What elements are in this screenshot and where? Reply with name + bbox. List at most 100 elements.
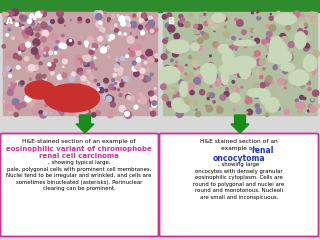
- Circle shape: [41, 47, 43, 49]
- Circle shape: [139, 60, 140, 61]
- Circle shape: [236, 89, 240, 92]
- Circle shape: [189, 83, 194, 88]
- Circle shape: [89, 83, 91, 84]
- Circle shape: [194, 101, 197, 104]
- Circle shape: [244, 58, 248, 63]
- Circle shape: [90, 75, 93, 79]
- Circle shape: [115, 34, 116, 35]
- Circle shape: [266, 55, 269, 58]
- Circle shape: [217, 107, 223, 113]
- Circle shape: [222, 44, 226, 48]
- Circle shape: [210, 86, 212, 88]
- Circle shape: [41, 37, 46, 42]
- Circle shape: [256, 59, 262, 65]
- Circle shape: [197, 71, 202, 76]
- Circle shape: [295, 40, 299, 44]
- Circle shape: [118, 72, 122, 75]
- Circle shape: [303, 32, 306, 35]
- Circle shape: [44, 52, 48, 57]
- Circle shape: [133, 14, 136, 17]
- Circle shape: [23, 13, 24, 14]
- Text: oncocytoma: oncocytoma: [213, 154, 265, 163]
- Circle shape: [139, 99, 143, 102]
- Circle shape: [78, 17, 81, 21]
- Circle shape: [146, 49, 153, 56]
- Circle shape: [140, 68, 145, 73]
- Circle shape: [213, 42, 217, 47]
- Circle shape: [220, 66, 221, 67]
- Circle shape: [115, 64, 118, 67]
- Circle shape: [251, 12, 253, 14]
- Circle shape: [206, 105, 208, 107]
- Circle shape: [145, 18, 147, 20]
- Circle shape: [33, 39, 40, 46]
- Circle shape: [128, 24, 131, 27]
- Circle shape: [118, 32, 121, 35]
- Circle shape: [175, 97, 178, 100]
- Circle shape: [308, 18, 313, 23]
- Circle shape: [196, 109, 197, 110]
- Circle shape: [241, 86, 243, 88]
- Circle shape: [150, 73, 153, 76]
- Circle shape: [29, 78, 32, 80]
- Circle shape: [304, 46, 308, 51]
- Circle shape: [249, 28, 251, 30]
- Circle shape: [152, 103, 156, 108]
- Circle shape: [276, 11, 280, 15]
- Circle shape: [136, 36, 138, 38]
- Circle shape: [263, 68, 265, 70]
- Circle shape: [128, 93, 130, 95]
- Circle shape: [179, 80, 184, 85]
- Circle shape: [200, 15, 202, 17]
- Circle shape: [256, 70, 261, 75]
- Circle shape: [122, 79, 126, 83]
- Circle shape: [114, 29, 119, 33]
- Circle shape: [40, 52, 44, 56]
- Circle shape: [216, 15, 223, 22]
- Circle shape: [312, 17, 315, 20]
- Circle shape: [127, 36, 134, 43]
- Circle shape: [86, 45, 87, 47]
- Circle shape: [130, 33, 131, 34]
- Circle shape: [237, 73, 242, 77]
- Circle shape: [207, 98, 209, 100]
- Circle shape: [258, 13, 261, 16]
- Circle shape: [193, 54, 197, 58]
- Circle shape: [57, 75, 62, 79]
- Circle shape: [87, 62, 94, 69]
- Circle shape: [42, 30, 48, 36]
- Circle shape: [300, 84, 304, 88]
- Circle shape: [22, 27, 24, 29]
- Circle shape: [306, 70, 309, 74]
- Circle shape: [41, 79, 44, 82]
- Circle shape: [49, 65, 54, 70]
- Circle shape: [114, 88, 116, 90]
- Circle shape: [226, 39, 229, 42]
- Circle shape: [36, 50, 37, 51]
- Circle shape: [35, 26, 40, 31]
- Circle shape: [95, 14, 102, 20]
- Circle shape: [119, 106, 125, 112]
- Circle shape: [94, 11, 100, 17]
- Text: renal cell carcinoma: renal cell carcinoma: [39, 153, 119, 159]
- Circle shape: [207, 63, 214, 69]
- Circle shape: [123, 76, 129, 82]
- Circle shape: [49, 51, 52, 55]
- Circle shape: [139, 93, 142, 96]
- Circle shape: [167, 82, 170, 85]
- Circle shape: [213, 30, 215, 31]
- Circle shape: [286, 54, 293, 61]
- Circle shape: [236, 20, 243, 26]
- Circle shape: [87, 70, 90, 72]
- Circle shape: [111, 15, 115, 18]
- Circle shape: [179, 75, 180, 76]
- Circle shape: [246, 96, 249, 99]
- Ellipse shape: [275, 13, 296, 24]
- FancyArrow shape: [76, 115, 94, 133]
- Circle shape: [57, 37, 60, 40]
- Circle shape: [91, 62, 93, 64]
- Circle shape: [174, 34, 180, 39]
- Circle shape: [268, 39, 271, 43]
- Circle shape: [179, 109, 181, 111]
- Circle shape: [269, 16, 273, 20]
